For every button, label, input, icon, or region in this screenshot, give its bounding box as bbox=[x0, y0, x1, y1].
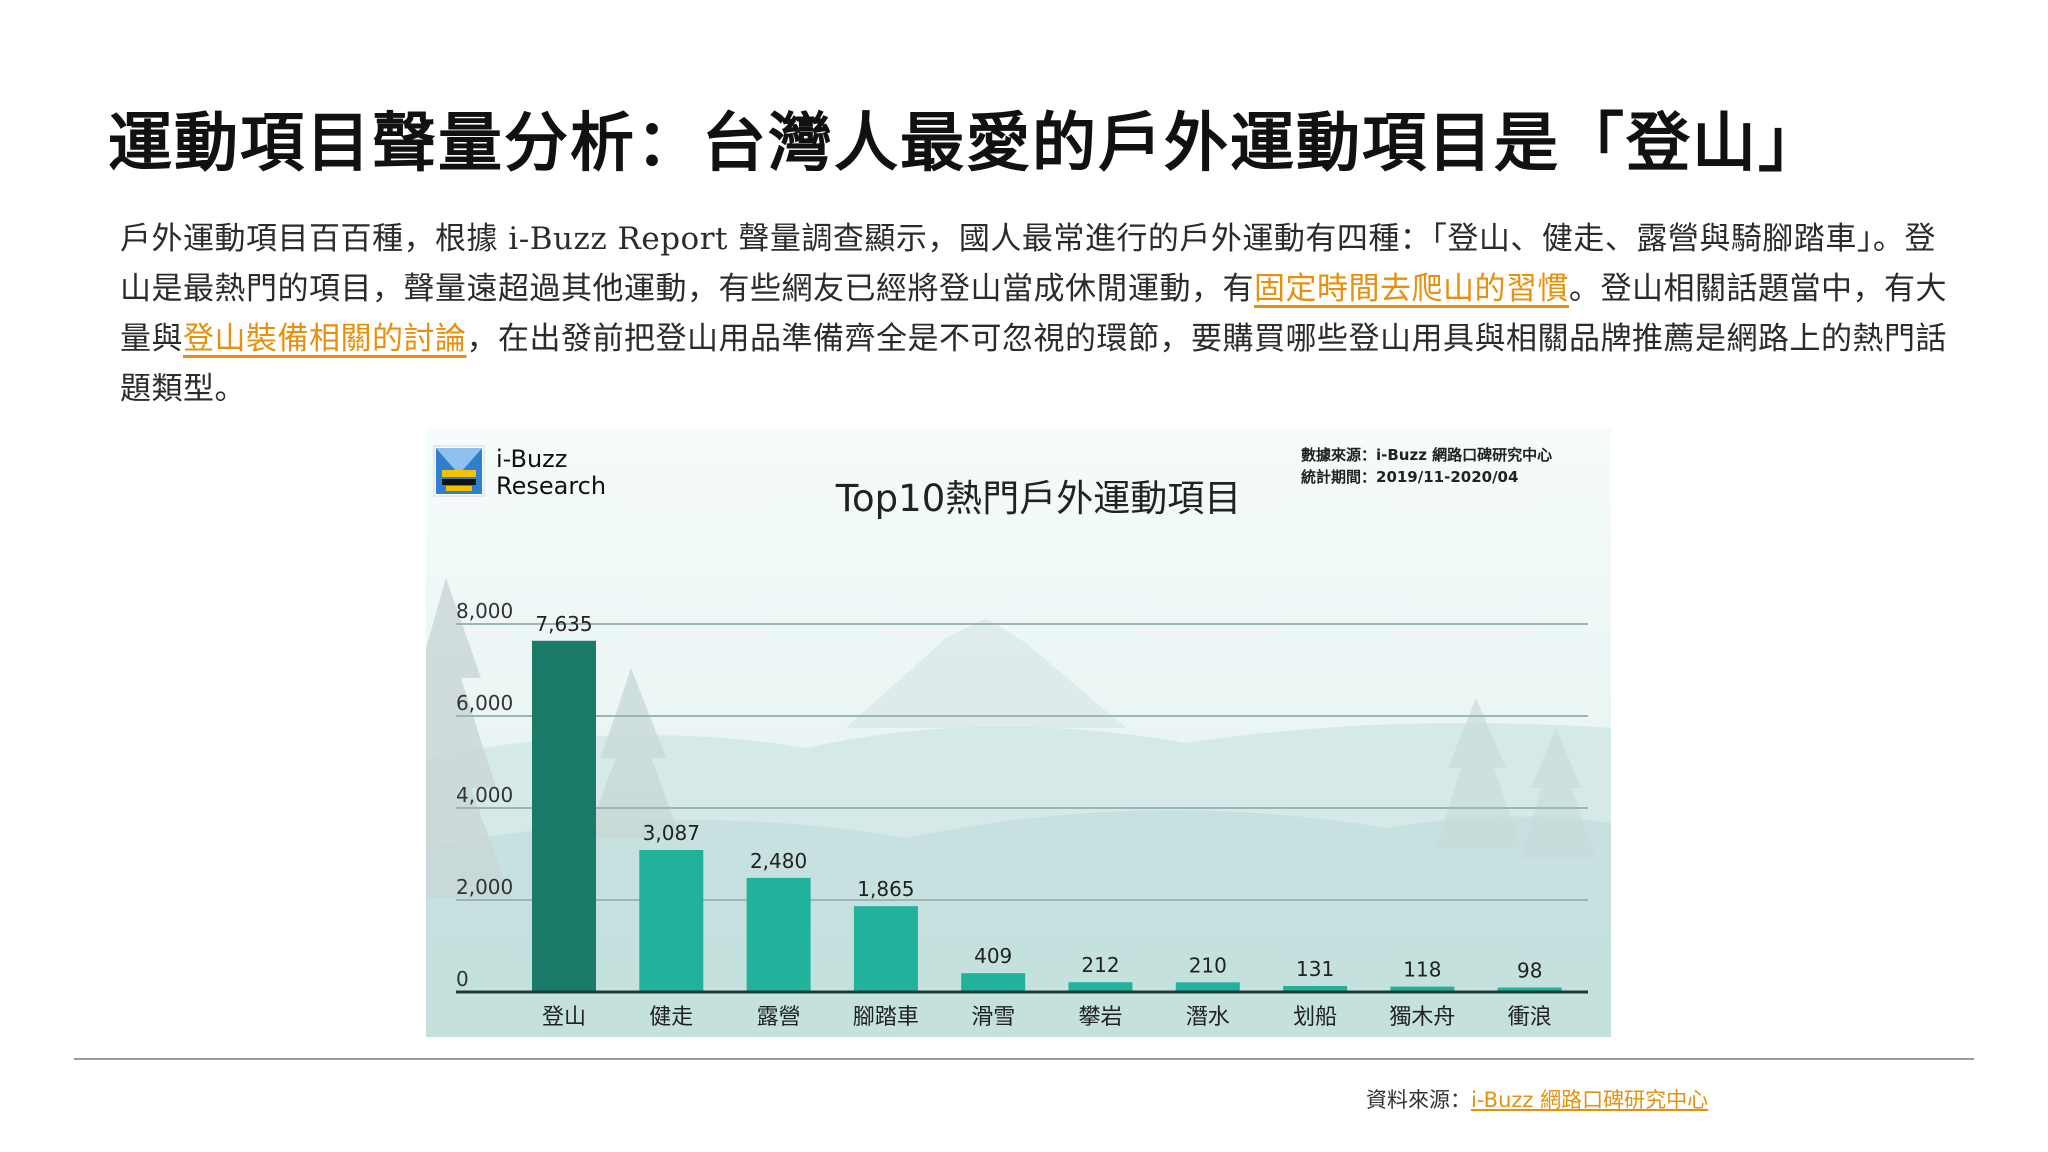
ibuzz-logo: i-Buzz Research bbox=[432, 440, 652, 500]
x-tick-label: 划船 bbox=[1293, 1005, 1337, 1030]
y-tick-label: 6,000 bbox=[456, 691, 513, 715]
x-axis-labels: 登山 健走 露營 腳踏車 滑雪 攀岩 潛水 划船 獨木舟 衝浪 bbox=[542, 1005, 1552, 1030]
bar-10 bbox=[1497, 987, 1562, 992]
bar-3 bbox=[746, 877, 811, 992]
chart-image: 0 2,000 4,000 6,000 8,000 7,635 3,087 2,480 1,8… bbox=[426, 428, 1611, 1037]
y-tick-label: 2,000 bbox=[456, 875, 513, 899]
tree-right-1 bbox=[1436, 698, 1521, 848]
x-tick-label: 攀岩 bbox=[1078, 1005, 1122, 1030]
mountain-shape bbox=[846, 618, 1126, 728]
x-tick-label: 滑雪 bbox=[971, 1005, 1015, 1030]
chart-title: Top10熱門戶外運動項目 bbox=[835, 477, 1242, 520]
intro-text-3: ，在出發前把登山用品準備齊全是不可忽視的環節，要購買哪些登山用具與相關品牌推薦是… bbox=[120, 321, 1947, 407]
bar-4 bbox=[853, 906, 918, 992]
x-tick-label: 登山 bbox=[542, 1005, 586, 1030]
data-period-line: 統計期間：2019/11-2020/04 bbox=[1301, 468, 1519, 486]
value-label: 3,087 bbox=[643, 821, 700, 845]
bar-7 bbox=[1175, 982, 1240, 992]
value-label: 7,635 bbox=[535, 612, 592, 636]
hills-near bbox=[426, 810, 1611, 1037]
footer-source: 資料來源：i-Buzz 網路口碑研究中心 bbox=[1366, 1084, 1708, 1114]
tree-left bbox=[426, 578, 511, 898]
tree-mid bbox=[586, 668, 681, 838]
link-climbing-gear[interactable]: 登山裝備相關的討論 bbox=[183, 321, 467, 357]
logo-text: i-Buzz Research bbox=[496, 446, 606, 500]
footer-divider bbox=[74, 1058, 1974, 1060]
logo-line-2: Research bbox=[496, 472, 607, 500]
x-tick-label: 衝浪 bbox=[1508, 1005, 1552, 1030]
bars bbox=[532, 640, 1562, 992]
value-label: 118 bbox=[1403, 958, 1441, 982]
value-label: 1,865 bbox=[857, 877, 914, 901]
bar-8 bbox=[1283, 985, 1348, 992]
value-label: 210 bbox=[1189, 953, 1227, 977]
footer-label: 資料來源： bbox=[1366, 1088, 1471, 1112]
intro-paragraph: 戶外運動項目百百種，根據 i-Buzz Report 聲量調查顯示，國人最常進行… bbox=[120, 214, 1960, 414]
footer-source-link[interactable]: i-Buzz 網路口碑研究中心 bbox=[1471, 1088, 1709, 1112]
x-tick-label: 健走 bbox=[649, 1005, 693, 1030]
value-label: 131 bbox=[1296, 957, 1334, 981]
logo-line-1: i-Buzz bbox=[496, 445, 568, 473]
x-tick-label: 腳踏車 bbox=[853, 1005, 919, 1030]
y-tick-label: 4,000 bbox=[456, 783, 513, 807]
bar-1 bbox=[532, 640, 596, 992]
value-label: 212 bbox=[1081, 953, 1119, 977]
x-tick-label: 露營 bbox=[757, 1005, 801, 1030]
y-axis-ticks: 0 2,000 4,000 6,000 8,000 bbox=[456, 599, 513, 991]
data-source-box: 數據來源：i-Buzz 網路口碑研究中心 統計期間：2019/11-2020/0… bbox=[1301, 444, 1601, 488]
y-tick-label: 8,000 bbox=[456, 599, 513, 623]
value-label: 98 bbox=[1517, 958, 1542, 982]
background-scenery bbox=[426, 578, 1611, 1037]
link-climbing-habit[interactable]: 固定時間去爬山的習慣 bbox=[1254, 271, 1569, 307]
x-tick-label: 獨木舟 bbox=[1389, 1005, 1455, 1030]
intro-text-1: 戶外運動項目百百種，根據 i-Buzz Report 聲量調查顯示，國人最常進行… bbox=[120, 221, 1936, 307]
y-tick-label: 0 bbox=[456, 967, 469, 991]
page-title: 運動項目聲量分析：台灣人最愛的戶外運動項目是「登山」 bbox=[108, 107, 1824, 181]
chart-svg: 0 2,000 4,000 6,000 8,000 7,635 3,087 2,480 1,8… bbox=[426, 578, 1611, 1037]
value-label: 2,480 bbox=[750, 849, 807, 873]
bar-9 bbox=[1390, 986, 1455, 992]
data-source-line: 數據來源：i-Buzz 網路口碑研究中心 bbox=[1301, 446, 1553, 464]
intro-text-2: 。登山相關話題當中，有大量與 bbox=[120, 271, 1947, 357]
bar-2 bbox=[639, 849, 704, 992]
value-labels: 7,635 3,087 2,480 1,865 409 212 210 131 118 98 bbox=[535, 612, 1542, 983]
ibuzz-logo-icon bbox=[433, 445, 485, 497]
value-label: 409 bbox=[974, 944, 1012, 968]
tree-right-2 bbox=[1521, 728, 1596, 858]
bar-6 bbox=[1068, 982, 1133, 992]
bar-5 bbox=[961, 973, 1026, 992]
x-tick-label: 潛水 bbox=[1186, 1005, 1230, 1030]
